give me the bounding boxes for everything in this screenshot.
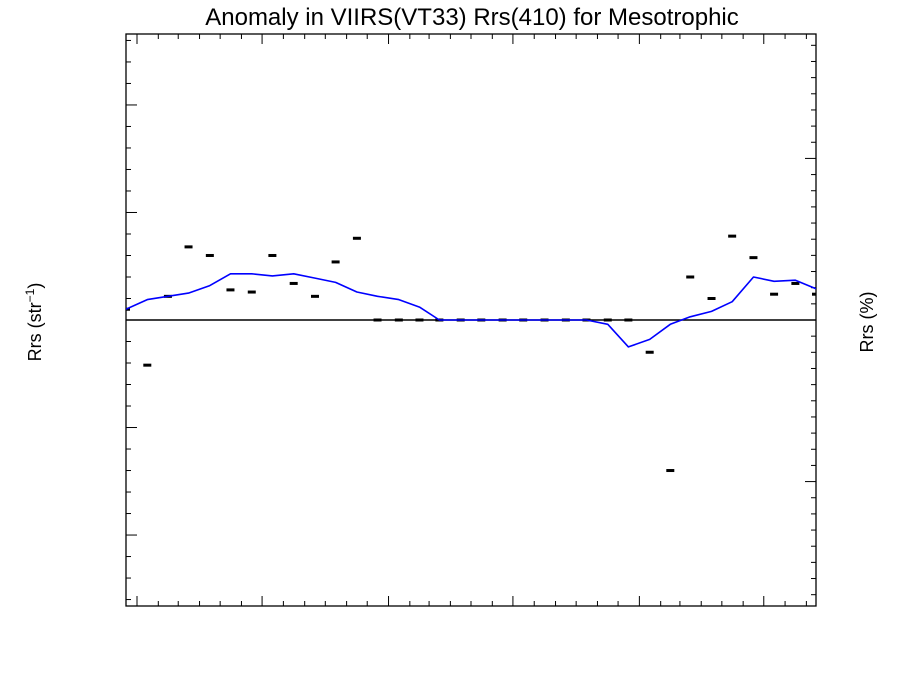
data-point xyxy=(415,318,424,322)
data-point xyxy=(226,288,235,292)
series-line xyxy=(126,272,816,348)
data-point xyxy=(749,256,758,260)
y-axis-label: Rrs (str−1) xyxy=(23,283,45,362)
data-point xyxy=(289,281,298,285)
data-point xyxy=(247,290,256,294)
data-point xyxy=(666,469,675,473)
data-point xyxy=(373,318,382,322)
data-point xyxy=(686,275,695,279)
data-point xyxy=(352,236,361,240)
data-point xyxy=(707,296,716,300)
chart-title: Anomaly in VIIRS(VT33) Rrs(410) for Meso… xyxy=(205,4,739,31)
data-point xyxy=(728,234,737,238)
marks xyxy=(126,234,816,473)
data-point xyxy=(770,292,779,296)
data-point xyxy=(645,350,654,354)
data-point xyxy=(205,253,214,257)
data-point xyxy=(184,245,193,249)
ticks xyxy=(126,34,816,606)
data-point xyxy=(331,260,340,264)
y-axis-label-superscript: −1 xyxy=(23,288,37,302)
data-point xyxy=(603,318,612,322)
y2-axis-label: Rrs (%) xyxy=(857,292,877,353)
data-point xyxy=(812,292,816,296)
data-point xyxy=(624,318,633,322)
data-point xyxy=(126,307,130,311)
data-point xyxy=(268,253,277,257)
data-point xyxy=(394,318,403,322)
data-point xyxy=(143,363,152,367)
data-point xyxy=(791,281,800,285)
data-point xyxy=(310,294,319,298)
